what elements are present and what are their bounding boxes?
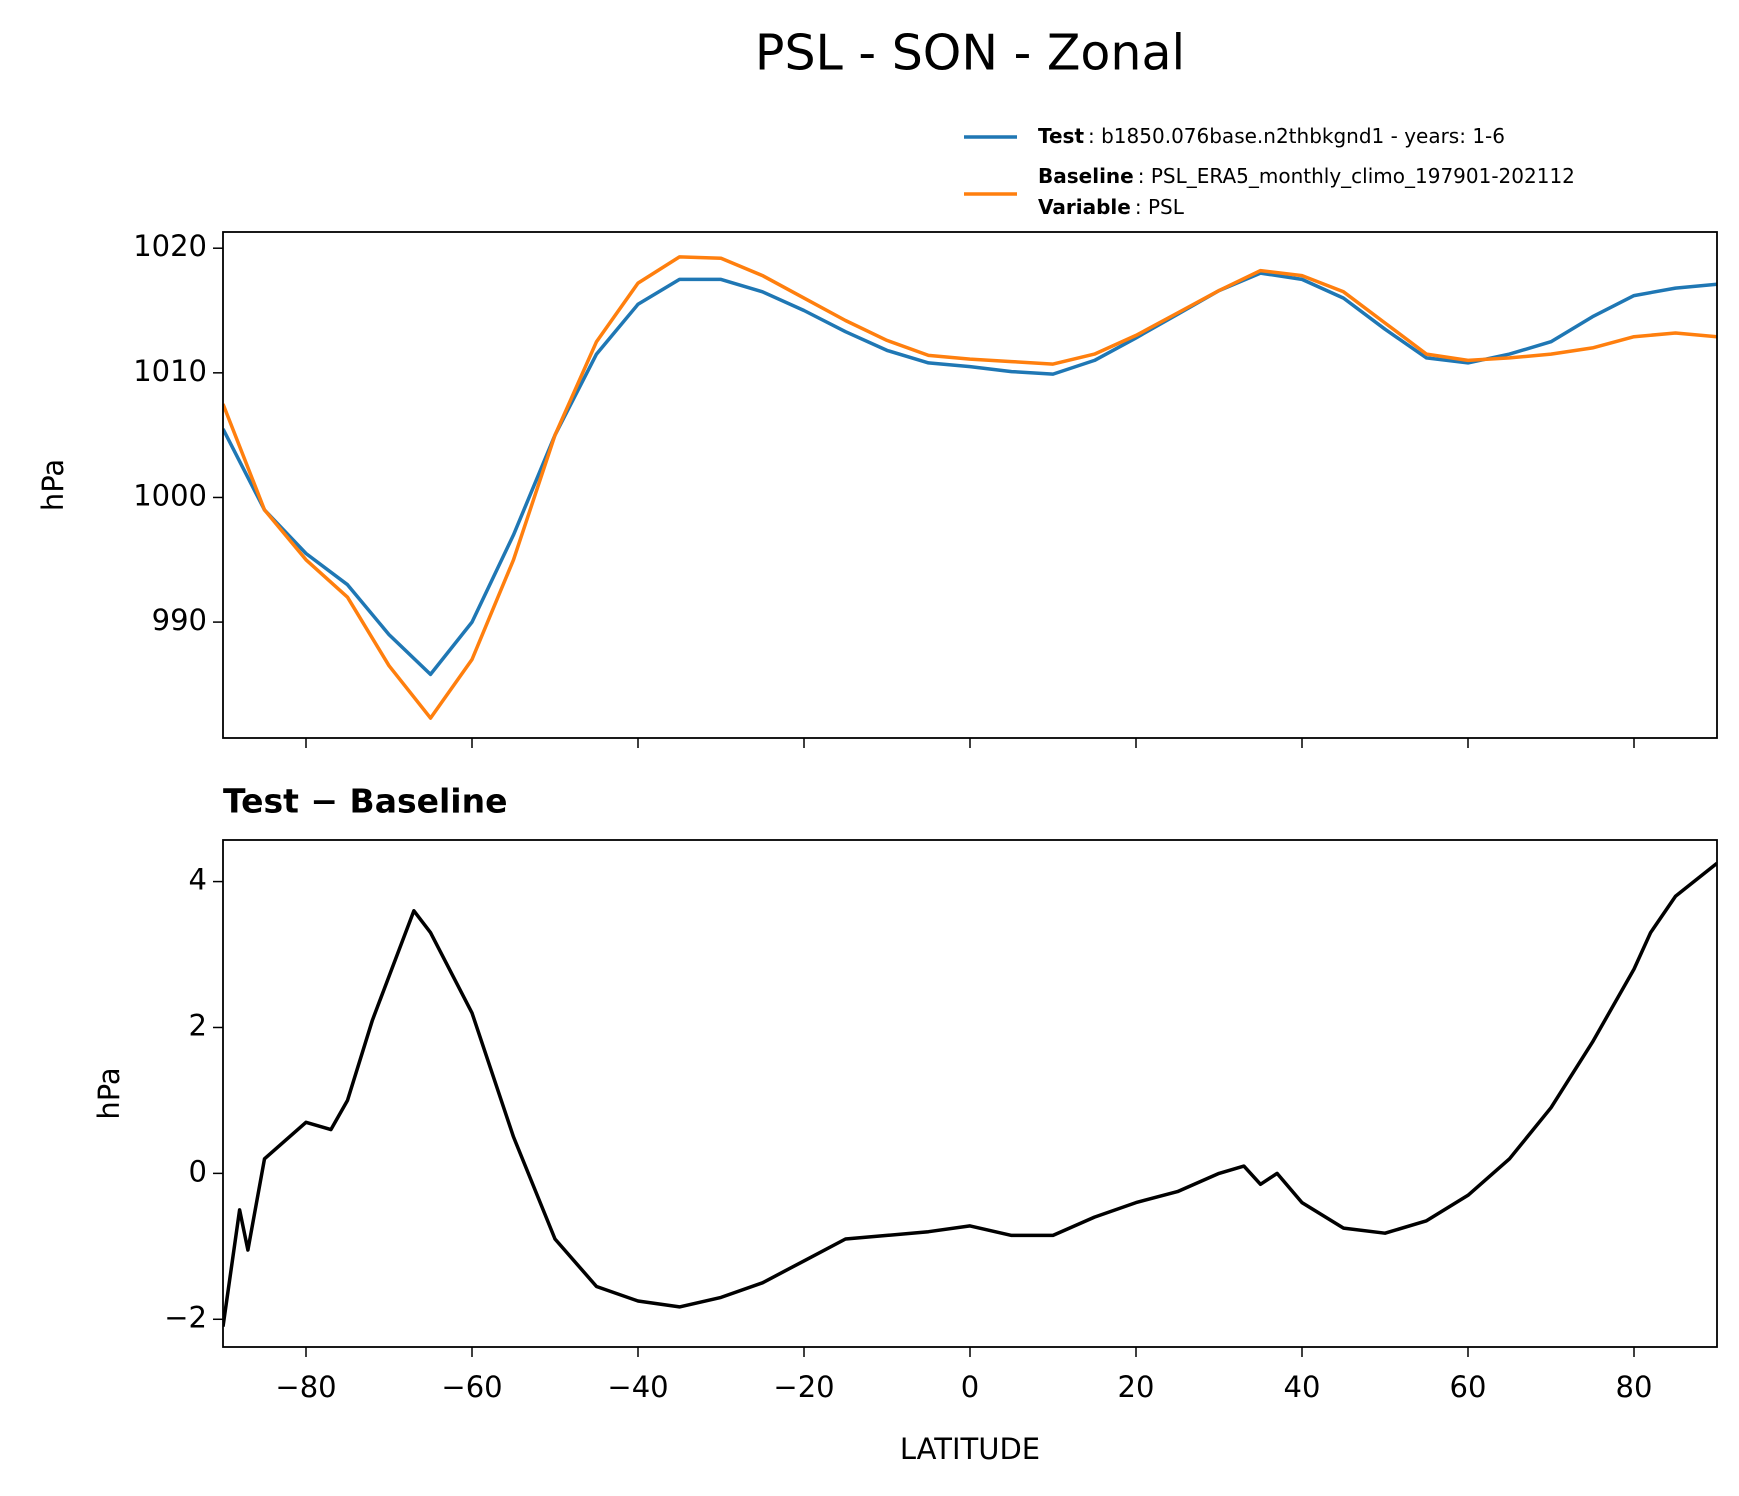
legend-entry: Baseline: PSL_ERA5_monthly_climo_197901-… — [1038, 164, 1575, 188]
y-tick-label: 2 — [189, 1008, 207, 1042]
y-tick-label: −2 — [164, 1300, 207, 1334]
legend-description: : PSL_ERA5_monthly_climo_197901-202112 — [1138, 164, 1575, 188]
y-tick-label: 1020 — [133, 229, 207, 263]
axes-frame — [222, 839, 1718, 1348]
y-tick-label: 1000 — [133, 478, 207, 512]
axes-frame — [222, 231, 1718, 739]
legend-note-description: : PSL — [1135, 195, 1185, 219]
legend-description: : b1850.076base.n2thbkgnd1 - years: 1-6 — [1088, 124, 1505, 148]
panel-title: Test − Baseline — [223, 782, 508, 821]
x-tick-label: 40 — [1284, 1370, 1321, 1404]
x-tick-label: −40 — [607, 1370, 668, 1404]
x-axis-label: LATITUDE — [900, 1432, 1040, 1466]
legend-note: Variable: PSL — [1038, 195, 1185, 219]
x-tick-label: −80 — [275, 1370, 336, 1404]
plot-area — [223, 861, 1717, 1327]
series-line — [223, 271, 1717, 677]
y-axis-label: hPa — [36, 459, 70, 511]
figure-title: PSL - SON - Zonal — [755, 25, 1185, 82]
y-tick-label: 0 — [189, 1154, 207, 1188]
x-tick-label: 60 — [1450, 1370, 1487, 1404]
x-tick-label: 80 — [1616, 1370, 1653, 1404]
series-line — [223, 255, 1717, 720]
legend-name: Baseline — [1038, 164, 1134, 188]
plot-area — [223, 255, 1717, 720]
y-axis-label: hPa — [92, 1067, 126, 1119]
y-tick-label: 1010 — [133, 354, 207, 388]
legend-name: Test — [1038, 124, 1084, 148]
x-tick-label: 20 — [1118, 1370, 1155, 1404]
series-line — [223, 861, 1717, 1327]
x-tick-label: −60 — [441, 1370, 502, 1404]
x-tick-label: −20 — [773, 1370, 834, 1404]
legend-note-name: Variable — [1038, 195, 1131, 219]
y-tick-label: 4 — [189, 863, 207, 897]
legend-entry: Test: b1850.076base.n2thbkgnd1 - years: … — [1038, 124, 1505, 148]
y-tick-label: 990 — [152, 603, 207, 637]
x-tick-label: 0 — [961, 1370, 979, 1404]
